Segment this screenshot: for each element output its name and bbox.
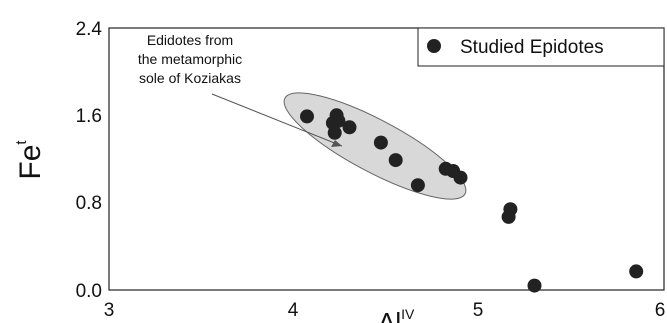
data-point [331,113,346,128]
data-point [503,202,518,217]
x-tick-label: 4 [288,300,299,321]
data-point [373,135,388,150]
y-axis-title: Fet [13,140,47,180]
x-axis-title-base: Al [378,307,401,323]
legend-marker [427,39,441,53]
annotation-line-1: Edidotes from [147,32,233,48]
svg-text:AlIV: AlIV [378,306,415,323]
data-points [300,108,644,293]
y-tick-label: 0.0 [76,281,102,302]
y-axis-title-base: Fe [14,145,47,180]
annotation-arrow-line [211,93,343,147]
data-point [527,278,542,293]
legend-box [417,27,665,67]
y-tick-label: 0.8 [76,193,102,214]
data-point [327,125,342,140]
annotation: Edidotes from the metamorphic sole of Ko… [138,32,343,147]
annotation-arrow-head [331,140,342,147]
annotation-line-2: the metamorphic [138,51,242,67]
y-tick-label: 2.4 [76,19,103,40]
x-axis-title-superscript: IV [401,306,415,322]
legend: Studied Epidotes [417,27,665,67]
data-point [629,264,644,279]
y-tick-label: 1.6 [76,106,102,127]
data-point [410,178,425,193]
x-axis-title: AlIV [378,306,415,323]
y-axis-title-superscript: t [13,140,30,145]
y-axis-ticks: 2.4 1.6 0.8 0.0 [76,19,103,302]
svg-text:Fet: Fet [13,140,47,180]
x-tick-label: 3 [104,300,115,321]
annotation-line-3: sole of Koziakas [139,70,241,86]
x-axis-ticks: 3 4 5 6 [104,300,666,321]
x-tick-label: 5 [473,300,484,321]
data-point [388,153,403,168]
legend-label: Studied Epidotes [460,37,604,58]
data-point [300,109,314,124]
data-point [453,170,468,185]
x-tick-label: 6 [655,300,666,321]
data-point [342,120,357,135]
